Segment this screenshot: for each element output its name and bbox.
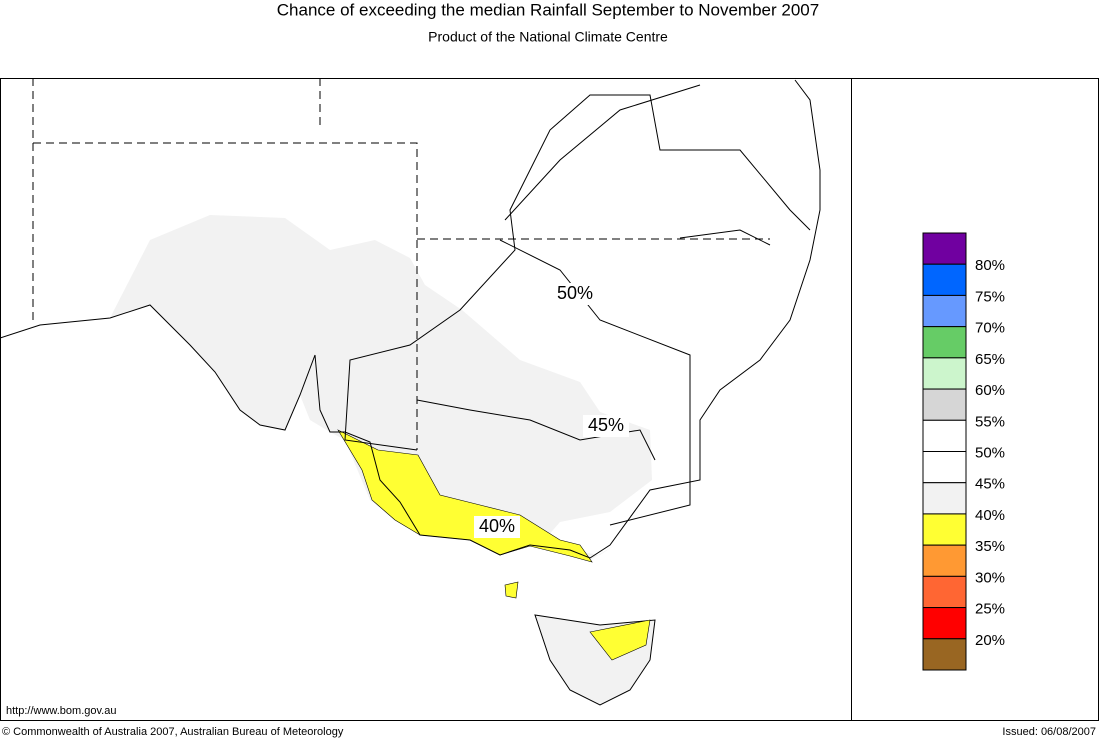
legend-label: 35% bbox=[975, 538, 1005, 555]
legend-swatch bbox=[922, 232, 967, 265]
copyright: © Commonwealth of Australia 2007, Austra… bbox=[2, 726, 344, 738]
state-borders bbox=[32, 78, 770, 450]
legend-label: 20% bbox=[975, 632, 1005, 649]
region-35-40 bbox=[337, 429, 593, 563]
region-45-40 bbox=[110, 215, 652, 560]
legend-label: 45% bbox=[975, 476, 1005, 493]
issued: Issued: 06/08/2007 bbox=[1002, 726, 1096, 738]
url: http://www.bom.gov.au bbox=[6, 705, 116, 717]
legend-label: 55% bbox=[975, 413, 1005, 430]
legend-label: 40% bbox=[975, 507, 1005, 524]
label-bg bbox=[474, 516, 520, 538]
legend-label: 60% bbox=[975, 382, 1005, 399]
legend-swatch bbox=[922, 357, 967, 390]
legend-label: 50% bbox=[975, 444, 1005, 461]
legend-swatch bbox=[922, 419, 967, 452]
legend-swatch bbox=[922, 294, 967, 328]
contour-label: 50% bbox=[557, 283, 593, 303]
legend-swatch bbox=[922, 451, 967, 484]
legend-label: 70% bbox=[975, 320, 1005, 337]
contour-label: 45% bbox=[588, 415, 624, 435]
legend-swatch bbox=[922, 326, 967, 359]
legend-label: 75% bbox=[975, 288, 1005, 305]
title: Chance of exceeding the median Rainfall … bbox=[277, 0, 819, 19]
island bbox=[504, 581, 519, 599]
label-bg bbox=[552, 283, 598, 305]
tasmania-40 bbox=[589, 619, 651, 661]
legend-swatch bbox=[922, 263, 967, 296]
legend-swatch bbox=[922, 388, 967, 421]
legend-swatch bbox=[922, 513, 967, 546]
subtitle: Product of the National Climate Centre bbox=[428, 29, 668, 45]
map: 50% 45% 40% bbox=[0, 78, 821, 706]
contour-label: 40% bbox=[479, 516, 515, 536]
legend-swatch bbox=[922, 638, 967, 671]
legend-swatch bbox=[922, 607, 967, 640]
legend-swatch bbox=[922, 482, 967, 515]
label-bg bbox=[583, 415, 629, 437]
legend: 80% 75% 70% 65% 60% 55% 50% 45% 40% 35% 30% 25% 20% bbox=[922, 232, 1005, 671]
legend-label: 25% bbox=[975, 601, 1005, 618]
legend-label: 65% bbox=[975, 351, 1005, 368]
legend-swatch bbox=[922, 575, 967, 609]
legend-swatch bbox=[922, 544, 967, 577]
legend-label: 80% bbox=[975, 257, 1005, 274]
borders bbox=[344, 84, 811, 526]
legend-label: 30% bbox=[975, 569, 1005, 586]
coastline bbox=[0, 79, 821, 559]
